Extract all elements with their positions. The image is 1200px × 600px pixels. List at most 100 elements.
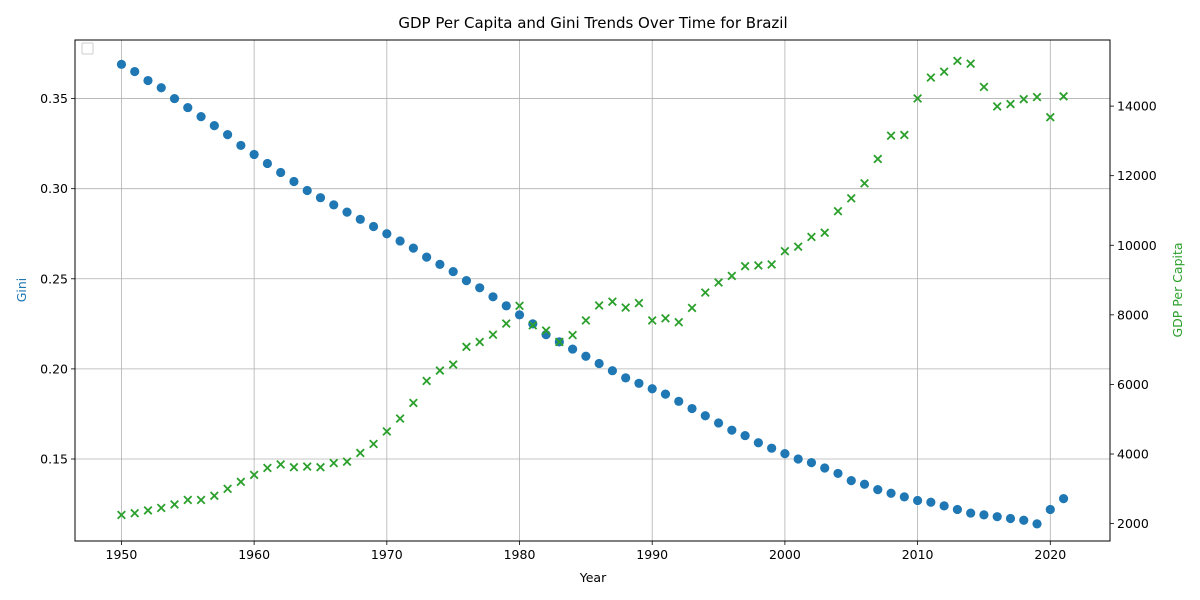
- gini-point: [435, 259, 445, 269]
- gdp-point: [1045, 112, 1055, 122]
- x-tick-label: 1950: [106, 547, 138, 562]
- left-tick-label: 0.20: [40, 361, 68, 376]
- gdp-point: [952, 56, 962, 66]
- gdp-point: [435, 366, 445, 375]
- gini-point: [1019, 515, 1029, 525]
- gdp-point: [554, 337, 564, 347]
- gini-point: [674, 396, 684, 406]
- gini-point: [289, 176, 299, 187]
- gini-point: [621, 373, 631, 383]
- gdp-point: [488, 330, 498, 340]
- gdp-point: [886, 131, 896, 141]
- gini-point: [740, 430, 750, 441]
- gini-point: [488, 292, 498, 302]
- gini-point: [992, 512, 1002, 522]
- gini-point: [461, 275, 472, 286]
- gdp-point: [661, 313, 670, 323]
- gdp-series: [117, 56, 1068, 520]
- gdp-point: [568, 330, 578, 340]
- gdp-point: [647, 315, 657, 325]
- gdp-point: [780, 246, 790, 256]
- gini-point: [514, 310, 525, 320]
- gini-point: [302, 185, 312, 196]
- gdp-point: [515, 301, 524, 311]
- gdp-point: [1019, 94, 1029, 104]
- gdp-point: [1032, 92, 1042, 102]
- gini-point: [966, 508, 976, 518]
- gini-point: [1045, 504, 1055, 515]
- gdp-point: [262, 463, 272, 473]
- x-axis-title: Year: [579, 570, 607, 585]
- gdp-point: [727, 271, 737, 281]
- gdp-point: [355, 448, 365, 458]
- gini-point: [727, 425, 737, 435]
- gini-point: [873, 485, 883, 495]
- gdp-point: [316, 462, 325, 472]
- gini-point: [793, 454, 803, 464]
- left-tick-label: 0.35: [40, 91, 68, 106]
- gdp-point: [462, 342, 471, 352]
- gdp-point: [143, 505, 153, 515]
- right-tick-label: 8000: [1117, 307, 1149, 322]
- gini-point: [368, 221, 379, 232]
- gini-point: [382, 229, 392, 239]
- gdp-point: [395, 414, 405, 423]
- gini-point: [700, 411, 710, 421]
- gini-point: [183, 102, 193, 113]
- gini-point: [846, 476, 856, 486]
- gini-point: [780, 448, 790, 459]
- gini-point: [899, 492, 909, 502]
- gini-point: [276, 167, 286, 178]
- gdp-point: [448, 360, 458, 370]
- gini-point: [1005, 513, 1016, 524]
- gini-point: [926, 497, 936, 507]
- gdp-point: [594, 301, 604, 310]
- gdp-point: [846, 193, 856, 203]
- left-tick-label: 0.15: [40, 452, 68, 467]
- gini-point: [169, 93, 180, 104]
- gdp-point: [1006, 99, 1015, 109]
- gini-point: [713, 418, 724, 428]
- gini-point: [262, 158, 273, 169]
- plot-frame: [74, 39, 1111, 542]
- gdp-point: [342, 457, 352, 467]
- gdp-point: [236, 477, 246, 487]
- gdp-point: [913, 94, 923, 103]
- gdp-point: [753, 261, 763, 270]
- gini-point: [116, 59, 127, 69]
- gini-point: [952, 504, 963, 515]
- gini-point: [342, 207, 352, 217]
- gini-point: [886, 488, 896, 498]
- x-tick-label: 1970: [371, 547, 403, 562]
- gdp-point: [422, 376, 432, 386]
- gdp-point: [740, 261, 750, 271]
- gini-point: [567, 344, 578, 354]
- gini-point: [395, 236, 405, 246]
- gdp-point: [501, 319, 511, 328]
- gdp-point: [899, 130, 909, 140]
- gdp-point: [873, 154, 883, 164]
- gdp-point: [249, 470, 259, 480]
- gdp-point: [302, 462, 312, 471]
- gdp-point: [714, 278, 723, 287]
- gdp-point: [793, 242, 803, 252]
- legend-box: [81, 42, 94, 55]
- gini-point: [196, 111, 206, 122]
- gdp-point: [979, 82, 989, 92]
- x-tick-label: 2000: [769, 547, 801, 562]
- gdp-point: [223, 484, 233, 494]
- x-tick-label: 1960: [238, 547, 270, 562]
- gdp-point: [289, 462, 299, 472]
- gini-point: [833, 468, 843, 479]
- gdp-point: [196, 495, 206, 505]
- gdp-point: [992, 102, 1002, 111]
- gini-point: [249, 149, 259, 160]
- gini-point: [236, 140, 246, 151]
- gdp-point: [1059, 91, 1068, 101]
- gdp-point: [130, 508, 140, 518]
- right-tick-label: 10000: [1117, 238, 1157, 253]
- gini-point: [408, 243, 418, 253]
- gini-point: [753, 438, 763, 448]
